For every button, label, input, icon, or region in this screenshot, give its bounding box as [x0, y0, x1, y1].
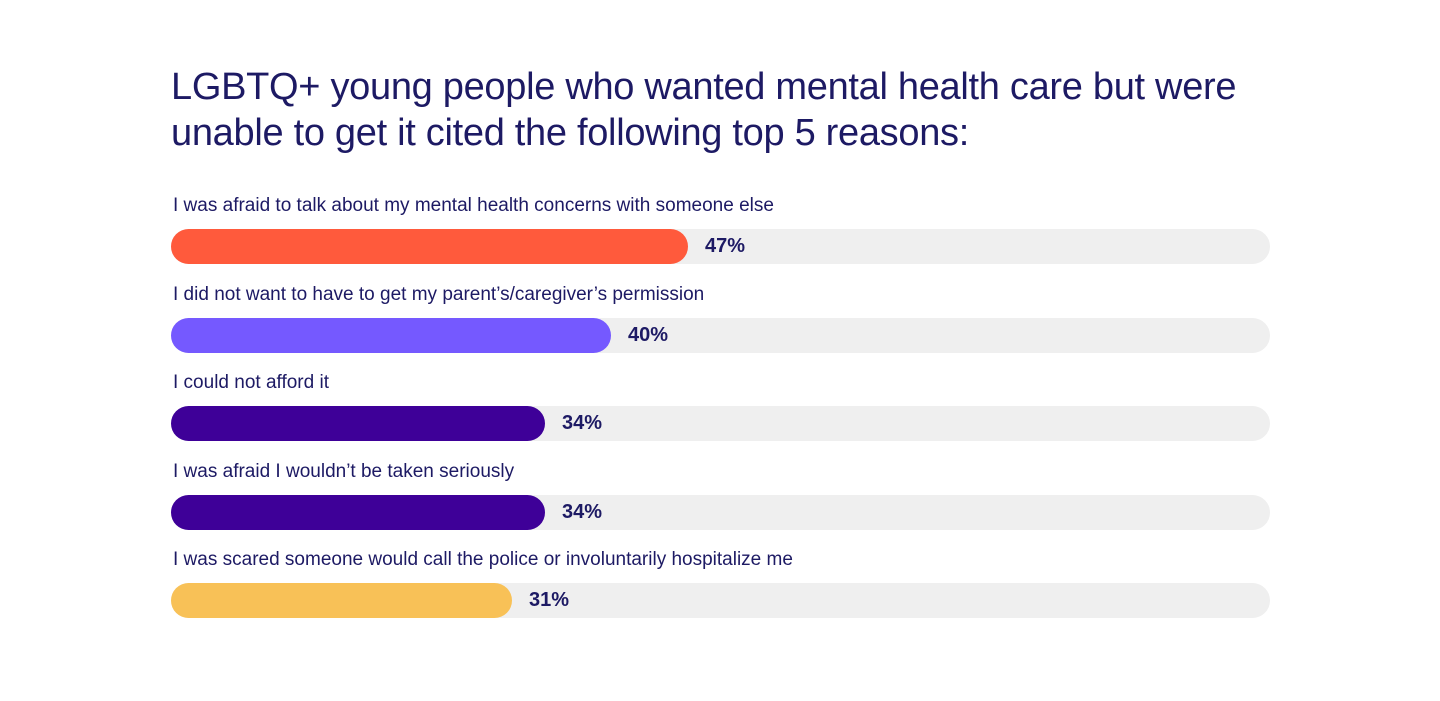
bar-row: I was afraid I wouldn’t be taken serious…: [171, 459, 1270, 548]
bar-track: 40%: [171, 317, 1270, 353]
chart-title: LGBTQ+ young people who wanted mental he…: [171, 66, 1237, 154]
category-label: I was scared someone would call the poli…: [173, 549, 793, 570]
bar-track: 47%: [171, 229, 1270, 264]
bar: [171, 317, 611, 353]
bar-row: I was afraid to talk about my mental hea…: [171, 193, 1270, 282]
bar-row: I was scared someone would call the poli…: [171, 547, 1270, 636]
value-label: 31%: [529, 589, 570, 611]
category-label: I was afraid I wouldn’t be taken serious…: [173, 460, 515, 482]
bar: [171, 494, 545, 530]
chart: LGBTQ+ young people who wanted mental he…: [171, 64, 1270, 618]
category-label: I could not afford it: [173, 372, 329, 393]
bar-track: 31%: [171, 583, 1270, 618]
value-label: 34%: [562, 500, 603, 523]
category-label: I did not want to have to get my parent’…: [173, 283, 705, 305]
category-label: I was afraid to talk about my mental hea…: [173, 195, 774, 216]
value-label: 47%: [705, 235, 746, 257]
bar: [171, 583, 512, 618]
bar-track: 34%: [171, 494, 1270, 530]
value-label: 40%: [628, 323, 669, 346]
bar-row: I did not want to have to get my parent’…: [171, 282, 1270, 371]
bar-track: 34%: [171, 406, 1270, 441]
value-label: 34%: [562, 412, 603, 434]
bar-rows: I was afraid to talk about my mental hea…: [171, 193, 1270, 636]
bar-row: I could not afford it 34%: [171, 370, 1270, 459]
bar: [171, 229, 688, 264]
bar: [171, 406, 545, 441]
